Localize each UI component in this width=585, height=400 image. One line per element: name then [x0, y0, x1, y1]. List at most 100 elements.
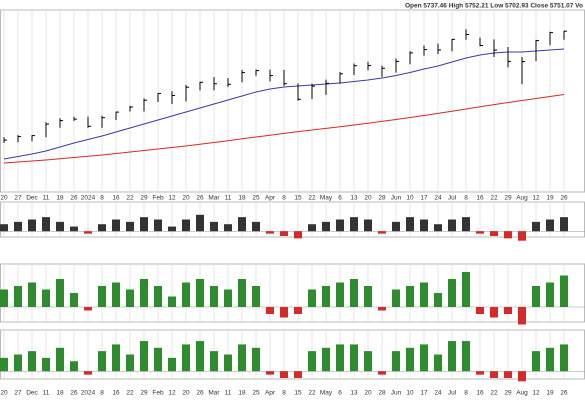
- histogram-bar: [336, 219, 344, 232]
- histogram-bar: [112, 219, 120, 232]
- histogram-bar: [294, 307, 302, 314]
- x-tick-label: 12: [168, 195, 176, 202]
- x-tick-label: 18: [238, 390, 246, 397]
- x-tick-label: 20: [182, 195, 190, 202]
- histogram-bar: [112, 282, 120, 307]
- histogram-bar: [266, 371, 274, 375]
- histogram-bar: [210, 221, 218, 232]
- histogram-bar: [210, 351, 218, 372]
- x-tick-label: 25: [252, 390, 260, 397]
- x-tick-label: 22: [126, 195, 134, 202]
- x-tick-label: 20: [364, 390, 372, 397]
- histogram-bar: [560, 275, 568, 307]
- histogram-bar: [84, 307, 92, 311]
- histogram-bar: [14, 354, 22, 372]
- x-tick-label: 11: [43, 390, 50, 397]
- histogram-bar: [294, 371, 302, 378]
- x-tick-label: 11: [225, 195, 232, 202]
- x-tick-label: 18: [56, 195, 64, 202]
- histogram-bar: [518, 231, 526, 241]
- histogram-bar: [420, 282, 428, 307]
- histogram-bar: [70, 361, 78, 372]
- histogram-bar: [504, 307, 512, 314]
- x-tick-label: 29: [504, 195, 512, 202]
- histogram-bar: [168, 357, 176, 372]
- histogram-bar: [238, 217, 246, 232]
- histogram-bar: [364, 351, 372, 372]
- x-tick-label: 6: [338, 195, 342, 202]
- x-tick-label: 8: [100, 195, 104, 202]
- histogram-bar: [84, 231, 92, 234]
- histogram-bar: [560, 217, 568, 232]
- histogram-bar: [476, 231, 484, 234]
- histogram-bar: [308, 351, 316, 372]
- x-tick-label: 10: [406, 195, 414, 202]
- histogram-bar: [392, 351, 400, 372]
- x-tick-label: 11: [43, 195, 50, 202]
- histogram-bar: [28, 219, 36, 232]
- histogram-bar: [350, 279, 358, 307]
- histogram-bar: [70, 293, 78, 307]
- histogram-bar: [546, 347, 554, 372]
- histogram-bar: [56, 279, 64, 307]
- x-tick-label: 24: [434, 390, 442, 397]
- x-tick-label: 15: [294, 195, 302, 202]
- histogram-bar: [98, 224, 106, 232]
- histogram-bar: [280, 231, 288, 236]
- histogram-bar: [14, 221, 22, 232]
- histogram-bar: [448, 341, 456, 372]
- histogram-bar: [140, 217, 148, 232]
- histogram-bar: [224, 224, 232, 232]
- moving-average-line: [3, 94, 565, 164]
- histogram-bar: [336, 344, 344, 372]
- histogram-bar: [196, 214, 204, 232]
- histogram-bar: [406, 217, 414, 232]
- x-tick-label: 2024: [81, 195, 96, 202]
- histogram-bar: [476, 307, 484, 314]
- histogram-bar: [378, 307, 386, 311]
- histogram-bar: [434, 224, 442, 232]
- histogram-bar: [168, 226, 176, 232]
- x-tick-label: Feb: [152, 195, 164, 202]
- histogram-bar: [476, 371, 484, 375]
- x-tick-label: 26: [196, 195, 204, 202]
- histogram-bar: [266, 307, 274, 314]
- histogram-bar: [0, 224, 8, 232]
- histogram-bar: [490, 307, 498, 318]
- x-tick-label: Apr: [265, 195, 276, 202]
- x-tick-label: Feb: [152, 390, 164, 397]
- histogram-bar: [154, 286, 162, 307]
- x-tick-label: 17: [420, 195, 428, 202]
- x-tick-label: 20: [0, 195, 8, 202]
- x-tick-label: 22: [308, 390, 316, 397]
- x-tick-label: Mar: [208, 390, 220, 397]
- histogram-bar: [182, 282, 190, 307]
- histogram-bar: [224, 354, 232, 372]
- histogram-bar: [322, 286, 330, 307]
- histogram-bar: [518, 371, 526, 382]
- histogram-bar: [224, 289, 232, 307]
- x-tick-label: Mar: [208, 195, 220, 202]
- moving-average-line: [3, 48, 565, 160]
- x-tick-label: Jun: [391, 195, 402, 202]
- histogram-bar: [350, 344, 358, 372]
- histogram-bar: [238, 279, 246, 307]
- x-tick-label: 20: [364, 195, 372, 202]
- x-tick-label: 6: [338, 390, 342, 397]
- histogram-bar: [182, 219, 190, 232]
- x-tick-label: 20: [182, 390, 190, 397]
- histogram-bar: [392, 289, 400, 307]
- x-tick-label: Jun: [391, 390, 402, 397]
- x-tick-label: Jul: [448, 195, 457, 202]
- histogram-bar: [378, 231, 386, 234]
- x-tick-label: 22: [126, 390, 134, 397]
- histogram-bar: [448, 279, 456, 307]
- histogram-bar: [14, 286, 22, 307]
- x-tick-label: 29: [140, 390, 148, 397]
- histogram-bar: [280, 307, 288, 318]
- histogram-bar: [56, 221, 64, 232]
- histogram-bar: [434, 354, 442, 372]
- x-tick-label: 13: [350, 195, 358, 202]
- x-tick-label: 24: [434, 195, 442, 202]
